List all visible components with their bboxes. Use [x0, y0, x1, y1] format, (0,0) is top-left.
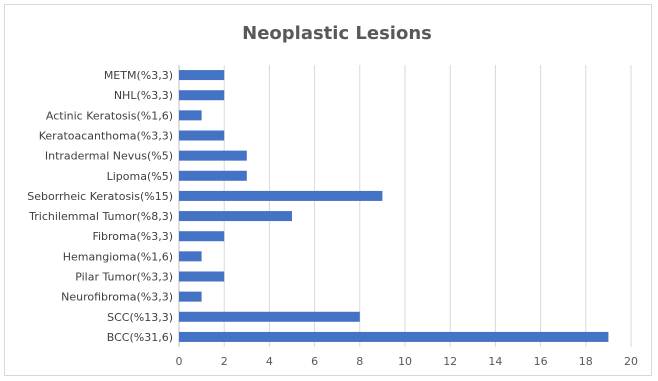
bar: [179, 331, 609, 342]
bar: [179, 291, 202, 302]
category-label: Seborrheic Keratosis(%15): [27, 190, 173, 203]
bar: [179, 251, 202, 262]
bar: [179, 130, 225, 141]
category-label: NHL(%3,3): [114, 89, 173, 102]
category-label: Keratoacanthoma(%3,3): [39, 130, 173, 143]
chart-frame: Neoplastic Lesions METM(%3,3) NHL(%3,3) Ac…: [4, 4, 652, 376]
bar: [179, 211, 292, 222]
category-label: Pilar Tumor(%3,3): [75, 271, 173, 284]
bar: [179, 90, 225, 101]
category-label: Neurofibroma(%3,3): [61, 291, 173, 304]
x-tick-label: 12: [443, 355, 457, 368]
bar: [179, 271, 225, 282]
x-tick-labels: 0 2 4 6 8 10 12 14 16 18 20: [176, 355, 639, 368]
x-tick-label: 14: [488, 355, 502, 368]
x-tick-label: 10: [398, 355, 412, 368]
x-tick-label: 20: [624, 355, 638, 368]
category-label: METM(%3,3): [104, 69, 173, 82]
category-label: Fibroma(%3,3): [92, 230, 173, 243]
category-label: SCC(%13,3): [107, 311, 173, 324]
category-label: Actinic Keratosis(%1,6): [46, 109, 173, 122]
bar: [179, 150, 247, 161]
bars: [179, 70, 609, 342]
x-tick-label: 6: [311, 355, 318, 368]
category-label: Hemangioma(%1,6): [63, 250, 173, 263]
chart-title: Neoplastic Lesions: [242, 23, 432, 44]
bar: [179, 231, 225, 242]
category-label: Intradermal Nevus(%5): [45, 150, 173, 163]
bar: [179, 190, 383, 201]
bar: [179, 70, 225, 81]
x-tick-label: 4: [266, 355, 273, 368]
x-tick-label: 18: [579, 355, 593, 368]
x-tick-label: 0: [176, 355, 183, 368]
grid-lines: [178, 65, 632, 347]
x-tick-label: 8: [356, 355, 363, 368]
chart-svg: Neoplastic Lesions METM(%3,3) NHL(%3,3) Ac…: [27, 23, 639, 368]
x-tick-label: 16: [534, 355, 548, 368]
category-label: Trichilemmal Tumor(%8,3): [28, 210, 173, 223]
category-label: BCC(%31,6): [107, 331, 173, 344]
category-label: Lipoma(%5): [107, 170, 173, 183]
bar: [179, 170, 247, 181]
bar: [179, 110, 202, 121]
x-tick-label: 2: [221, 355, 228, 368]
bar: [179, 311, 360, 322]
category-labels: METM(%3,3) NHL(%3,3) Actinic Keratosis(%1,…: [27, 69, 173, 344]
